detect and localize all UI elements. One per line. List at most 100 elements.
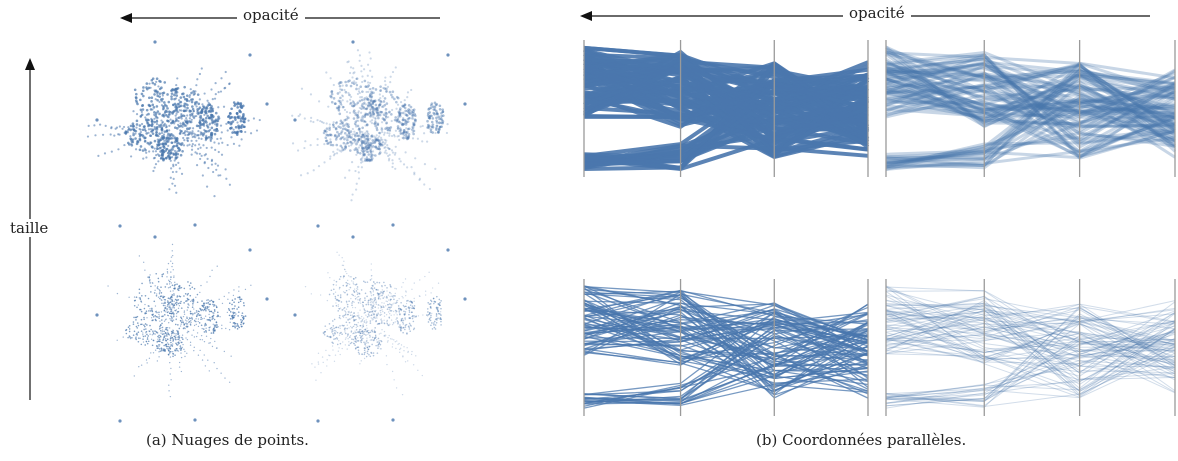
scatter-point — [356, 151, 359, 154]
scatter-point — [131, 140, 135, 144]
scatter-point — [335, 304, 338, 307]
scatter-point — [356, 131, 359, 135]
scatter-point — [338, 308, 341, 310]
scatter-point — [388, 324, 390, 327]
scatter-point — [435, 119, 438, 122]
scatter-point — [171, 182, 174, 185]
scatter-point — [376, 138, 380, 142]
scatter-point — [190, 148, 194, 151]
scatter-point — [339, 296, 342, 298]
scatter-point — [128, 324, 131, 327]
scatter-point — [429, 319, 432, 322]
scatter-point — [405, 127, 408, 130]
scatter-point — [215, 127, 218, 131]
scatter-point — [168, 283, 171, 285]
scatter-point — [362, 153, 366, 157]
scatter-point — [382, 118, 386, 121]
scatter-point — [236, 323, 239, 325]
scatter-point — [364, 132, 367, 135]
scatter-point — [354, 319, 356, 321]
scatter-point — [399, 128, 403, 132]
scatter-point — [404, 328, 406, 331]
scatter-point — [180, 316, 182, 319]
scatter-point — [348, 300, 350, 302]
polyline — [885, 285, 1176, 332]
scatter-point — [369, 298, 372, 300]
scatter-point — [387, 147, 390, 150]
scatter-point — [435, 315, 438, 317]
scatter-point — [237, 325, 239, 328]
scatter-point — [145, 328, 147, 330]
scatter-point — [436, 309, 439, 312]
scatter-point — [212, 323, 214, 325]
scatter-point — [400, 329, 402, 332]
scatter-point — [401, 123, 404, 127]
scatter-point — [330, 336, 332, 338]
scatter-point — [333, 338, 335, 340]
scatter-point — [367, 300, 370, 302]
scatter-point — [371, 75, 374, 78]
scatter-point — [322, 332, 324, 334]
scatter-point — [173, 109, 176, 113]
scatter-point — [331, 320, 334, 322]
scatter-point — [366, 104, 370, 108]
polyline — [583, 53, 870, 141]
polyline — [583, 308, 869, 363]
scatter-point — [345, 128, 348, 132]
scatter-point — [399, 101, 403, 104]
scatter-point — [189, 288, 192, 290]
scatter-point — [360, 103, 364, 106]
scatter-point — [340, 331, 342, 334]
scatter-point — [346, 294, 348, 296]
scatter-point — [176, 299, 178, 301]
scatter-point — [169, 296, 172, 299]
scatter-point — [191, 112, 194, 115]
scatter-point — [237, 124, 240, 128]
scatter-point — [346, 324, 349, 326]
scatter-point — [153, 120, 156, 124]
scatter-point — [383, 330, 386, 333]
scatter-point — [378, 140, 381, 143]
scatter-point — [382, 310, 384, 313]
scatter-point — [135, 325, 138, 328]
scatter-point — [372, 289, 375, 292]
scatter-point — [371, 274, 373, 277]
polyline — [885, 306, 1176, 390]
scatter-point — [399, 313, 401, 315]
scatter-point — [155, 310, 157, 313]
polyline — [885, 67, 1176, 120]
scatter-point — [203, 331, 206, 333]
scatter-point — [409, 317, 412, 320]
scatter-point — [172, 340, 174, 343]
polyline — [885, 329, 1176, 399]
scatter-point — [431, 287, 434, 289]
scatter-point — [398, 113, 402, 116]
scatter-point — [363, 321, 366, 323]
scatter-point — [172, 339, 175, 342]
scatter-point — [352, 282, 355, 285]
polyline — [885, 307, 1176, 400]
scatter-point — [398, 114, 402, 118]
scatter-point — [358, 331, 360, 334]
scatter-point — [192, 93, 195, 96]
scatter-point — [147, 276, 149, 278]
scatter-point — [360, 147, 364, 150]
scatter-point — [149, 278, 151, 281]
scatter-point — [231, 120, 235, 123]
scatter-point — [169, 312, 171, 314]
scatter-point — [166, 154, 170, 158]
scatter-point — [354, 330, 356, 332]
scatter-outlier — [248, 248, 252, 252]
scatter-point — [326, 142, 329, 145]
scatter-point — [163, 333, 165, 335]
scatter-point — [363, 115, 367, 119]
scatter-point — [364, 309, 366, 312]
polyline — [885, 57, 1176, 142]
scatter-outlier — [446, 53, 450, 57]
scatter-point — [139, 98, 142, 102]
scatter-point — [363, 321, 365, 323]
scatter-point — [335, 280, 338, 283]
scatter-point — [373, 139, 376, 142]
scatter-point — [385, 355, 388, 357]
scatter-point — [158, 95, 161, 98]
